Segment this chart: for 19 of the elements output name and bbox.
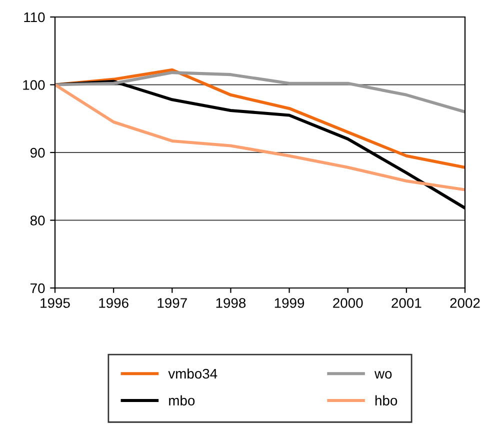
x-tick-label: 1997 — [158, 298, 187, 308]
x-tick-label: 2002 — [450, 298, 480, 308]
x-tick-label: 1999 — [274, 298, 304, 308]
line-series — [55, 83, 465, 192]
legend-label: wo — [374, 371, 392, 379]
x-tick-label: 1996 — [99, 298, 128, 308]
y-tick-label: 100 — [23, 80, 45, 90]
x-tick-label: 1995 — [40, 298, 70, 308]
legend-label: hbo — [375, 395, 398, 406]
y-tick-label: 70 — [30, 283, 45, 294]
y-tick-label: 80 — [30, 216, 45, 226]
legend-label: mbo — [169, 395, 195, 406]
line-series — [55, 71, 465, 114]
y-tick-label: 90 — [30, 148, 45, 158]
x-tick-label: 1998 — [216, 298, 246, 308]
legend-label: vmbo34 — [168, 368, 218, 379]
x-tick-label: 2000 — [333, 298, 363, 308]
y-tick-label: 110 — [24, 12, 45, 22]
x-tick-label: 2001 — [392, 298, 422, 308]
